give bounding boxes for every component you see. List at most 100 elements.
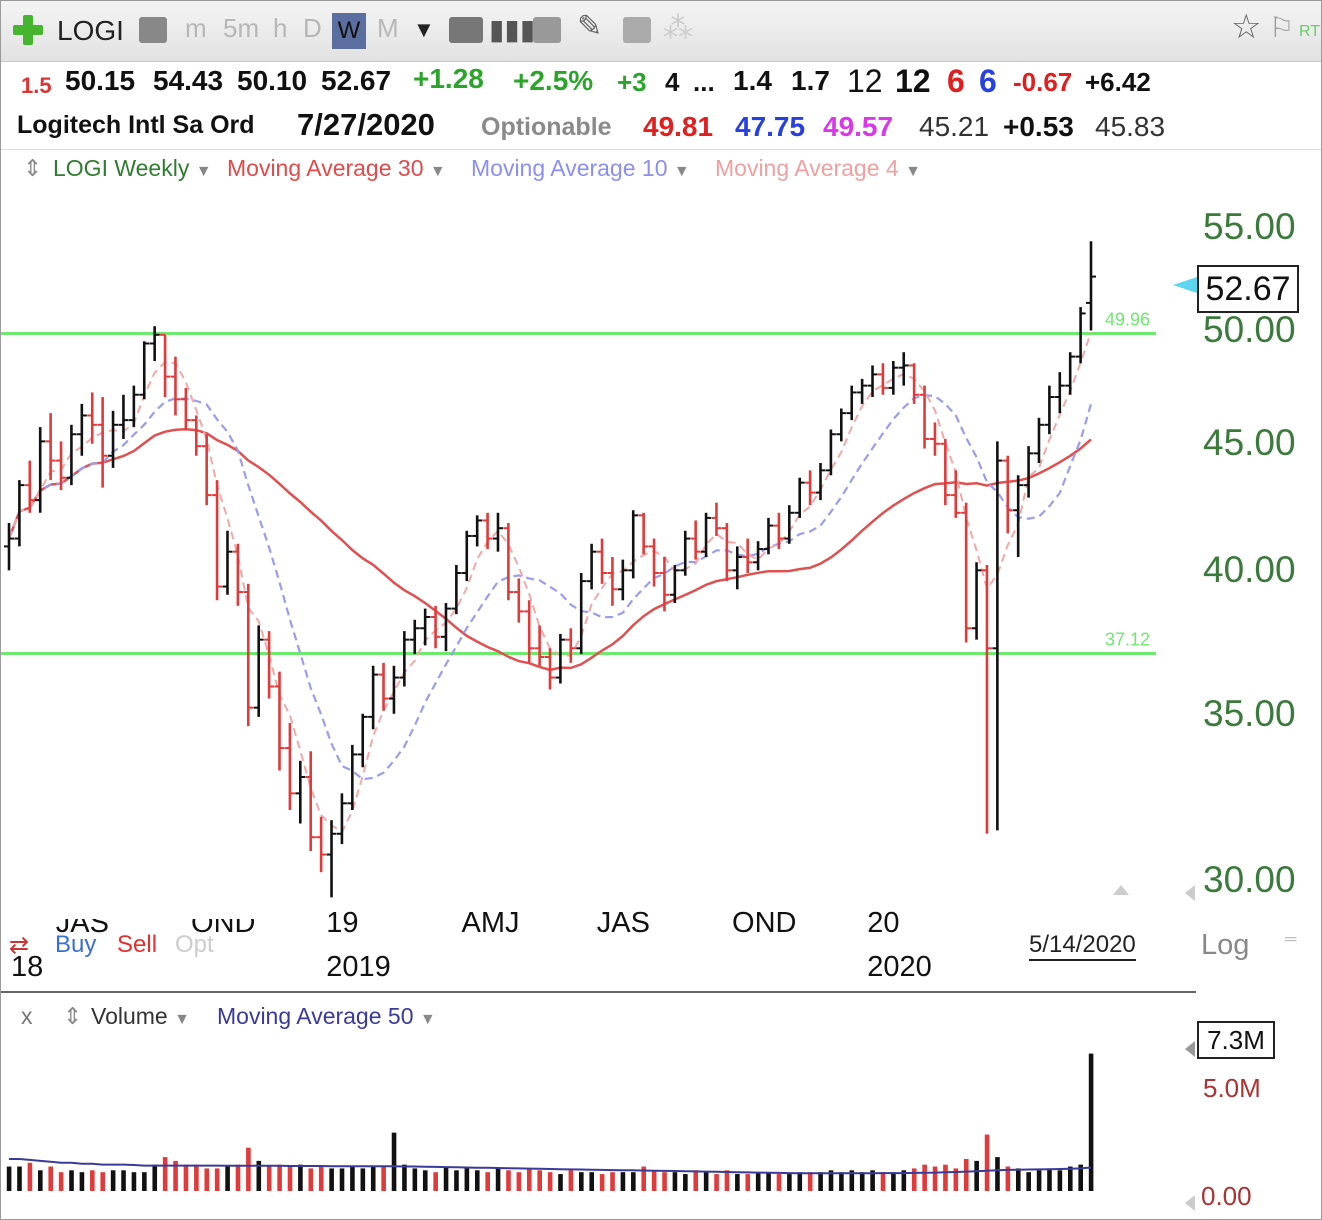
data-icon[interactable] xyxy=(139,17,167,43)
symbol-label[interactable]: LOGI xyxy=(57,15,124,46)
volume-bar xyxy=(787,1174,792,1191)
volume-bar xyxy=(703,1172,709,1191)
date-axis-tick: OND xyxy=(732,907,797,939)
volume-bar xyxy=(589,1172,595,1191)
volume-bar xyxy=(1057,1170,1063,1191)
volume-bar xyxy=(412,1168,418,1191)
add-symbol-icon[interactable] xyxy=(13,15,43,45)
volume-bar xyxy=(27,1162,33,1191)
moving-average-10-line xyxy=(7,394,1093,781)
moving-average-30-line xyxy=(7,428,1092,672)
legend-label: Moving Average 30 xyxy=(227,155,424,181)
grid-icon[interactable] xyxy=(533,17,561,43)
level-label: 49.96 xyxy=(1105,310,1150,330)
timeframe-week[interactable]: W xyxy=(332,13,366,49)
volume-bar xyxy=(516,1172,522,1191)
date-cursor-label: 5/14/2020 xyxy=(1029,931,1136,961)
quote-value: 50.15 xyxy=(65,65,136,96)
volume-bar xyxy=(1015,1168,1021,1191)
volume-bar xyxy=(766,1172,771,1191)
volume-bar xyxy=(402,1164,407,1191)
timeframe-day[interactable]: D xyxy=(303,13,322,43)
drag-handle-icon[interactable]: ⇕ xyxy=(23,155,43,181)
legend-ma30[interactable]: Moving Average 30 ▼ xyxy=(227,155,446,182)
dropdown-icon: ▼ xyxy=(419,1011,436,1028)
date-axis-tick: JAS xyxy=(596,907,650,939)
timeframe-dropdown-icon[interactable]: ▼ xyxy=(413,17,435,42)
year-axis-tick: 2020 xyxy=(867,951,932,983)
flag-icon[interactable]: ⚐ xyxy=(1269,12,1295,43)
dropdown-icon: ▼ xyxy=(174,1011,190,1028)
scroll-left-icon xyxy=(1185,885,1195,901)
volume-bar xyxy=(360,1168,366,1191)
volume-bar xyxy=(79,1172,85,1191)
volume-bar xyxy=(995,1157,1000,1191)
note-icon[interactable] xyxy=(623,17,651,43)
year-axis-tick: 2019 xyxy=(326,951,391,983)
volume-bar xyxy=(173,1160,178,1191)
price-axis-tick: 30.00 xyxy=(1203,858,1296,900)
log-scale-toggle[interactable]: Log xyxy=(1201,929,1250,961)
volume-bar xyxy=(1088,1053,1094,1191)
scale-menu-icon[interactable]: ═ xyxy=(1285,931,1297,948)
volume-bar xyxy=(922,1164,927,1191)
quote-info: 45.83 xyxy=(1095,111,1166,142)
legend-volume-ma50[interactable]: Moving Average 50 ▼ xyxy=(217,1003,436,1030)
volume-bar xyxy=(558,1174,563,1191)
quote-value: 6 xyxy=(979,63,997,99)
dropdown-icon: ▼ xyxy=(905,163,921,180)
star-icon[interactable]: ☆ xyxy=(1231,8,1262,46)
date-axis-tick: 19 xyxy=(326,907,359,939)
option-button[interactable]: Opt xyxy=(175,931,214,958)
quote-value: -0.67 xyxy=(1013,67,1073,97)
volume-bar xyxy=(662,1172,667,1191)
volume-bar xyxy=(48,1166,54,1191)
dropdown-icon: ▼ xyxy=(673,163,690,180)
volume-bar xyxy=(121,1170,126,1191)
quote-value: 52.67 xyxy=(321,65,392,96)
bar-chart-icon[interactable]: ▮▮▮ xyxy=(489,14,536,45)
volume-bar xyxy=(943,1164,948,1191)
sell-button[interactable]: Sell xyxy=(117,931,158,958)
chart-type-icon[interactable] xyxy=(449,17,483,43)
legend-volume[interactable]: Volume ▼ xyxy=(91,1003,190,1030)
volume-bar xyxy=(735,1174,740,1191)
quote-value: +3 xyxy=(617,67,647,97)
timeframe-month[interactable]: M xyxy=(377,13,399,43)
legend-label: LOGI Weekly xyxy=(53,155,190,181)
quote-value: 1.7 xyxy=(791,65,830,96)
volume-bar xyxy=(287,1166,293,1191)
volume-bar xyxy=(38,1170,43,1191)
legend-ma4[interactable]: Moving Average 4 ▼ xyxy=(715,155,921,182)
volume-bar xyxy=(984,1134,990,1191)
close-volume-icon[interactable]: x xyxy=(21,1003,33,1029)
legend-ma10[interactable]: Moving Average 10 ▼ xyxy=(471,155,690,182)
legend-symbol-weekly[interactable]: LOGI Weekly ▼ xyxy=(53,155,212,182)
buy-button[interactable]: Buy xyxy=(55,931,97,958)
timeframe-hour[interactable]: h xyxy=(273,13,288,43)
volume-bar xyxy=(974,1160,979,1191)
volume-bar xyxy=(599,1174,605,1191)
pencil-icon[interactable]: ✎ xyxy=(577,10,603,43)
volume-bar xyxy=(506,1170,511,1191)
volume-bar xyxy=(204,1168,210,1191)
panel-divider[interactable] xyxy=(1,991,1196,993)
volume-bar xyxy=(256,1160,262,1191)
volume-axis-tick: 0.00 xyxy=(1201,1181,1252,1211)
trade-icon[interactable]: ⇄ xyxy=(9,932,30,959)
legend-label: Moving Average 50 xyxy=(217,1003,414,1029)
volume-bar xyxy=(1078,1164,1083,1191)
volume-bar xyxy=(1047,1168,1052,1191)
volume-bar xyxy=(745,1174,751,1191)
volume-bar xyxy=(880,1172,886,1191)
share-icon[interactable]: ⁂ xyxy=(663,12,693,45)
volume-bar xyxy=(651,1170,657,1191)
timeframe-5minute[interactable]: 5m xyxy=(223,13,260,43)
timeframe-minute[interactable]: m xyxy=(185,13,207,43)
volume-bar xyxy=(246,1147,251,1191)
volume-bar xyxy=(672,1172,678,1191)
drag-handle-icon[interactable]: ⇕ xyxy=(63,1003,83,1029)
quote-info: 49.81 xyxy=(643,111,714,142)
volume-bar xyxy=(683,1174,688,1191)
